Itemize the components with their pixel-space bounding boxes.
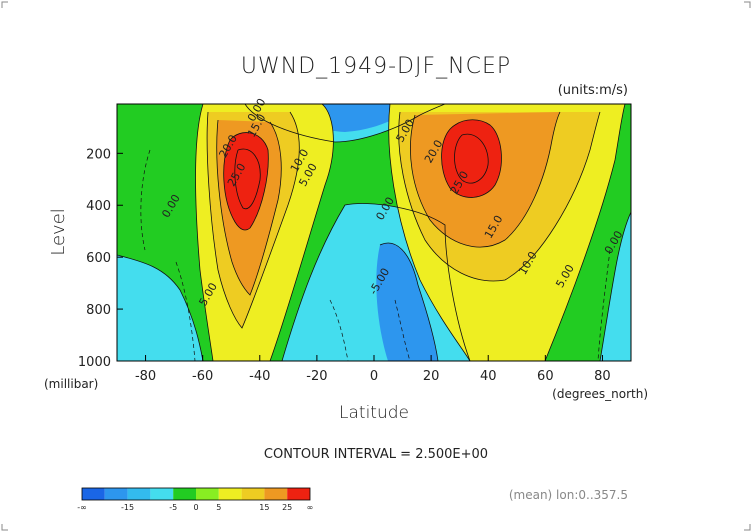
field-cyan-right — [600, 212, 631, 361]
x-tick-label: -80 — [135, 369, 156, 384]
colorbar-swatch — [196, 488, 219, 500]
y-tick-label: 400 — [86, 199, 111, 214]
footer-text: (mean) lon:0..357.5 — [509, 488, 628, 502]
y-tick-label: 800 — [86, 303, 111, 318]
x-tick-label: 60 — [537, 369, 554, 384]
y-tick-label: 600 — [86, 251, 111, 266]
colorbar: -∞ -15 -5 0 5 15 25 ∞ — [77, 487, 314, 512]
x-tick-label: -40 — [249, 369, 270, 384]
colorbar-frame — [81, 487, 311, 501]
colorbar-swatch — [241, 488, 265, 500]
colorbar-swatch — [264, 488, 288, 500]
colorbar-label: 0 — [193, 503, 198, 512]
colorbar-label: -15 — [121, 503, 134, 512]
x-tick-label: 80 — [594, 369, 611, 384]
chart-title: UWND_1949-DJF_NCEP — [241, 54, 511, 79]
x-tick-label: -20 — [306, 369, 327, 384]
colorbar-label: -∞ — [77, 503, 87, 512]
y-tick-label: 200 — [86, 147, 111, 162]
x-axis: -80 -60 -40 -20 0 20 40 60 80 — [135, 355, 611, 384]
colorbar-label: 25 — [282, 503, 292, 512]
x-tick-label: 40 — [480, 369, 497, 384]
contour-lines — [117, 104, 631, 361]
field-red-left — [223, 132, 269, 230]
y-tick-label: 1000 — [78, 355, 111, 370]
colorbar-swatch — [104, 488, 128, 500]
field-red-right — [441, 119, 502, 198]
y-axis: 200 400 600 800 1000 — [78, 147, 123, 370]
field-blue-center — [376, 243, 438, 361]
x-tick-label: 20 — [423, 369, 440, 384]
colorbar-label: 15 — [259, 503, 269, 512]
contour-dashed-lines — [140, 149, 611, 361]
colorbar-swatch — [127, 488, 151, 500]
colorbar-swatch — [218, 488, 242, 500]
x-axis-label: Latitude — [339, 403, 409, 423]
colorbar-swatch — [82, 488, 105, 500]
colorbar-label: ∞ — [307, 503, 314, 512]
colorbar-swatch — [173, 488, 196, 500]
colorbar-swatch — [287, 488, 310, 500]
x-tick-label: 0 — [370, 369, 378, 384]
y-units-label: (millibar) — [44, 377, 98, 391]
field-cyan-left — [117, 255, 203, 361]
x-tick-label: -60 — [192, 369, 213, 384]
contour-interval-text: CONTOUR INTERVAL = 2.500E+00 — [264, 447, 488, 462]
y-axis-label: Level — [48, 208, 69, 256]
colorbar-swatch — [150, 488, 174, 500]
colorbar-label: -5 — [169, 503, 177, 512]
plot-area — [117, 104, 631, 361]
colorbar-label: 5 — [216, 503, 221, 512]
units-label: (units:m/s) — [558, 83, 628, 98]
x-units-label: (degrees_north) — [552, 387, 648, 401]
